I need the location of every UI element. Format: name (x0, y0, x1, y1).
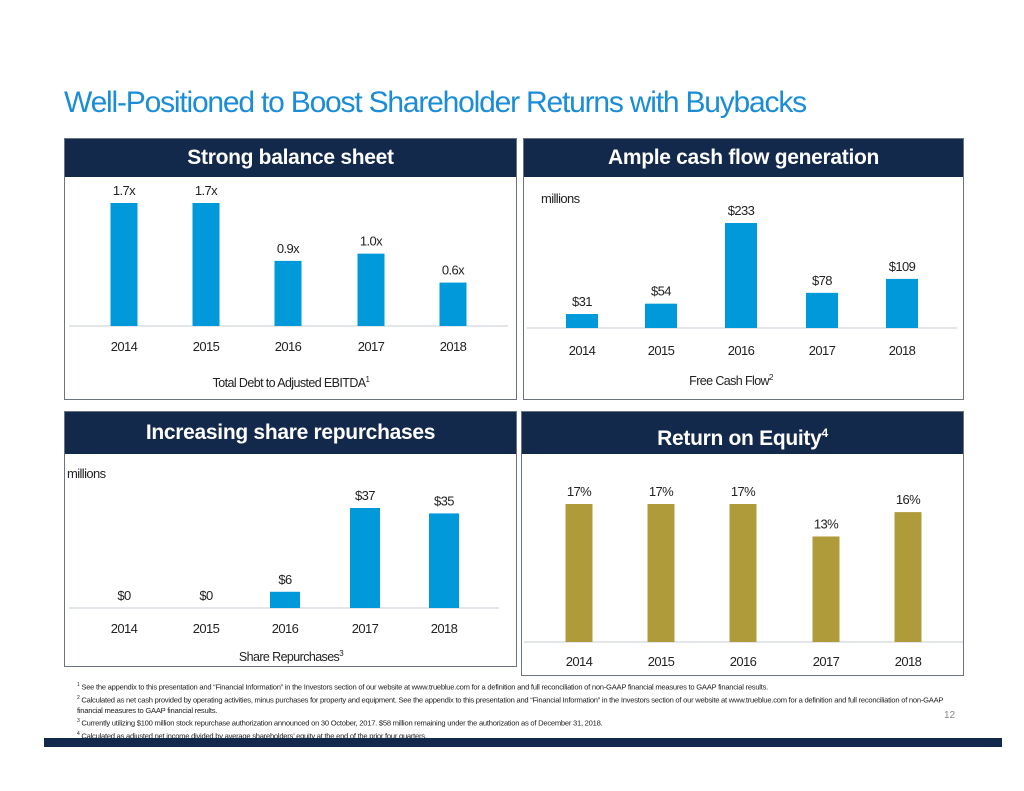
page-number: 12 (944, 710, 956, 721)
x-tick-label: 2014 (566, 654, 593, 669)
bar-2014 (566, 314, 598, 328)
x-tick-label: 2017 (813, 654, 840, 669)
chart-title: Return on Equity4 (522, 412, 963, 454)
bottom-bar (44, 738, 1002, 747)
chart-panel-4: Return on Equity4 17% 2014 17% 2015 17% 2016 13… (521, 411, 964, 676)
x-tick-label: 2015 (648, 654, 675, 669)
bar-2017 (357, 253, 385, 326)
x-tick-label: 2014 (569, 343, 596, 358)
data-label: $37 (355, 488, 375, 503)
x-tick-label: 2018 (895, 654, 922, 669)
unit-label: millions (67, 466, 107, 481)
footnote-1: 1 See the appendix to this presentation … (77, 682, 769, 692)
chart-panel-3: Increasing share repurchases $0 2014 $0 2015… (64, 411, 517, 667)
bar-2016 (729, 504, 757, 642)
x-axis-label: Total Debt to Adjusted EBITDA1 (213, 375, 371, 390)
bar-2017 (350, 508, 380, 608)
x-tick-label: 2014 (111, 621, 138, 636)
chart-title: Increasing share repurchases (65, 412, 516, 454)
bar-2016 (274, 260, 302, 326)
data-label: 17% (567, 484, 592, 499)
data-label: 13% (814, 516, 839, 531)
x-tick-label: 2015 (648, 343, 675, 358)
chart-title: Strong balance sheet (65, 139, 516, 177)
data-label: 17% (731, 484, 756, 499)
x-tick-label: 2016 (275, 339, 302, 354)
data-label: $6 (278, 572, 292, 587)
data-label: 1.7x (113, 183, 136, 198)
bar-2015 (192, 203, 220, 326)
x-tick-label: 2015 (193, 339, 220, 354)
bar-chart: 1.7x 2014 1.7x 2015 0.9x 2016 1.0x 2017 0.6x 2018… (69, 183, 508, 390)
footnote-2: 2 Calculated as net cash provided by ope… (77, 694, 944, 715)
bar-2017 (806, 292, 838, 328)
data-label: 1.7x (195, 183, 218, 198)
data-label: $54 (651, 284, 671, 299)
x-tick-label: 2017 (809, 343, 836, 358)
chart-panel-2: Ample cash flow generation $31 2014 $54 2015… (523, 138, 964, 400)
chart-title: Ample cash flow generation (524, 139, 963, 177)
x-axis-label: Share Repurchases3 (239, 649, 344, 664)
data-label: $233 (728, 203, 755, 218)
bar-chart: $31 2014 $54 2015 $233 2016 $78 2017 $109 2018 mil… (527, 191, 957, 388)
bar-2015 (647, 504, 675, 642)
x-tick-label: 2016 (728, 343, 755, 358)
bar-2018 (429, 513, 459, 608)
x-tick-label: 2017 (358, 339, 385, 354)
bar-2016 (270, 591, 300, 608)
bar-2017 (812, 536, 840, 642)
data-label: 0.6x (442, 263, 465, 278)
x-tick-label: 2018 (889, 343, 916, 358)
x-tick-label: 2018 (431, 621, 458, 636)
bar-2014 (565, 504, 593, 642)
bar-chart: $0 2014 $0 2015 $6 2016 $37 2017 $35 2018 millions… (67, 466, 499, 664)
x-tick-label: 2018 (440, 339, 467, 354)
x-tick-label: 2016 (730, 654, 757, 669)
data-label: $31 (572, 294, 592, 309)
data-label: 0.9x (277, 241, 300, 256)
data-label: 17% (649, 484, 674, 499)
bar-2018 (886, 278, 918, 328)
x-tick-label: 2017 (352, 621, 379, 636)
unit-label: millions (541, 191, 581, 206)
x-tick-label: 2014 (111, 339, 138, 354)
bar-2018 (894, 512, 922, 642)
x-tick-label: 2016 (272, 621, 299, 636)
data-label: $109 (889, 259, 916, 274)
x-tick-label: 2015 (193, 621, 220, 636)
bar-2018 (439, 282, 467, 326)
chart-panel-1: Strong balance sheet 1.7x 2014 1.7x 2015 0.9x… (64, 138, 517, 400)
bar-2015 (645, 303, 677, 328)
footnote-4: 4 Calculated as adjusted net income divi… (77, 731, 427, 741)
data-label: $78 (812, 273, 832, 288)
x-axis-label: Free Cash Flow2 (689, 373, 774, 388)
data-label: 1.0x (360, 234, 383, 249)
bar-2014 (110, 203, 138, 326)
data-label: $0 (117, 588, 131, 603)
footnote-3: 3 Currently utilizing $100 million stock… (77, 718, 603, 728)
data-label: 16% (896, 492, 921, 507)
bar-2016 (725, 223, 757, 328)
data-label: $0 (199, 588, 213, 603)
bar-chart: 17% 2014 17% 2015 17% 2016 13% 2017 16% 2018 (524, 484, 963, 669)
slide-title: Well-Positioned to Boost Shareholder Ret… (64, 86, 807, 119)
data-label: $35 (434, 493, 454, 508)
footnotes: 1 See the appendix to this presentation … (77, 680, 957, 742)
